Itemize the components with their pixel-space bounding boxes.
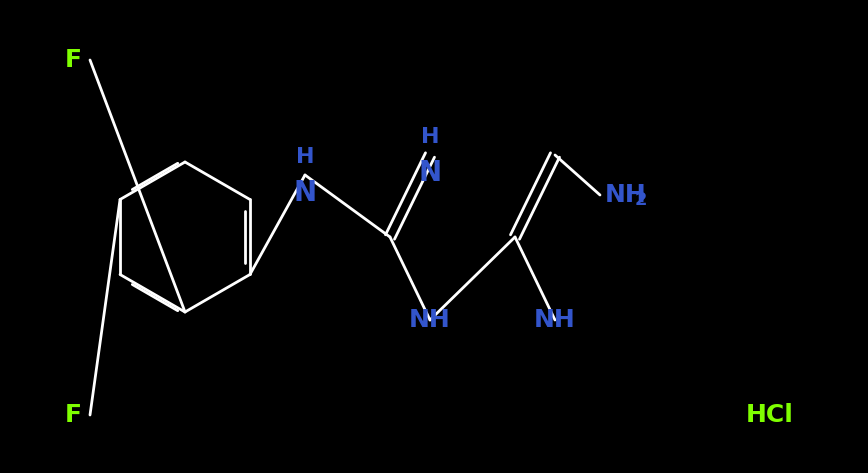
Text: HCl: HCl bbox=[746, 403, 794, 427]
Text: NH: NH bbox=[409, 308, 450, 332]
Text: F: F bbox=[65, 48, 82, 72]
Text: 2: 2 bbox=[635, 191, 648, 209]
Text: H: H bbox=[296, 147, 314, 167]
Text: NH: NH bbox=[534, 308, 575, 332]
Text: N: N bbox=[418, 159, 442, 187]
Text: NH: NH bbox=[605, 183, 647, 207]
Text: N: N bbox=[293, 179, 317, 207]
Text: H: H bbox=[421, 127, 439, 147]
Text: F: F bbox=[65, 403, 82, 427]
